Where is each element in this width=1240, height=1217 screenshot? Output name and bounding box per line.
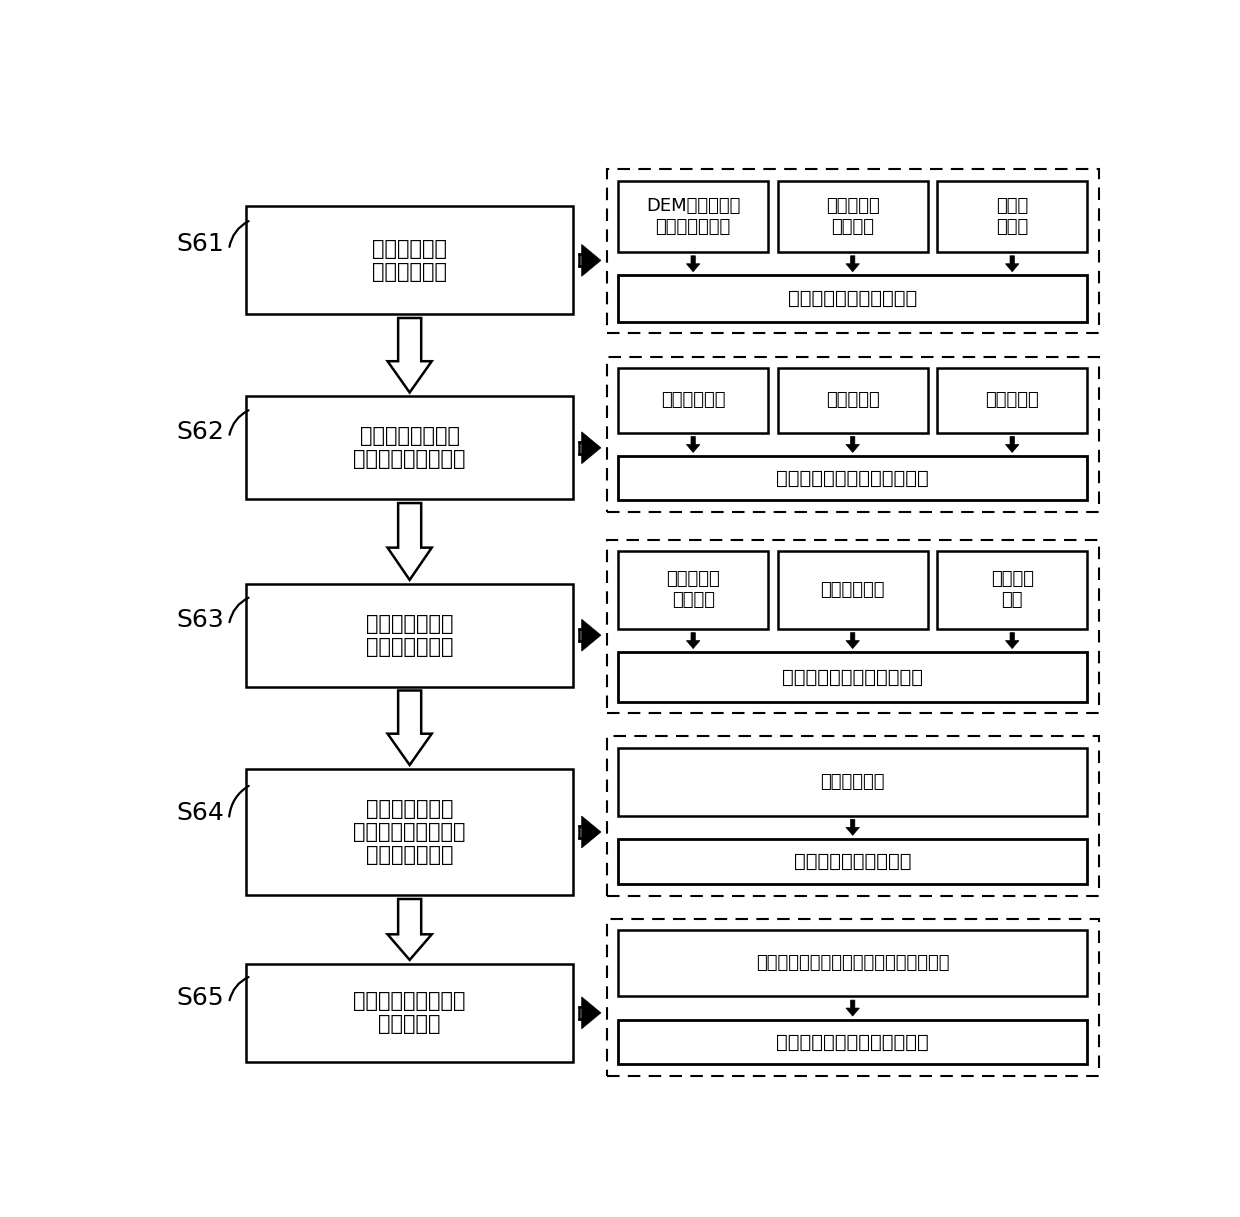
Bar xyxy=(619,747,1087,815)
Bar xyxy=(247,584,573,686)
Bar xyxy=(247,397,573,499)
Polygon shape xyxy=(388,503,432,581)
Bar xyxy=(606,357,1099,511)
Text: 校核闸坝多目标泄流
量和蓄水量: 校核闸坝多目标泄流 量和蓄水量 xyxy=(353,992,466,1034)
FancyArrowPatch shape xyxy=(229,786,249,817)
Polygon shape xyxy=(846,256,859,271)
Polygon shape xyxy=(582,619,601,651)
Bar xyxy=(937,551,1087,629)
Bar xyxy=(619,930,1087,997)
Polygon shape xyxy=(388,899,432,960)
Text: 构建闸坝控制
流域水文模型: 构建闸坝控制 流域水文模型 xyxy=(372,239,448,282)
Polygon shape xyxy=(846,633,859,649)
Bar xyxy=(937,368,1087,433)
Text: 自动优
化算法: 自动优 化算法 xyxy=(996,197,1028,236)
FancyArrowPatch shape xyxy=(229,977,248,1000)
Polygon shape xyxy=(582,432,601,464)
Text: 确定闸坝多种供水
目标和动态供水范围: 确定闸坝多种供水 目标和动态供水范围 xyxy=(353,426,466,470)
Bar xyxy=(606,169,1099,333)
Bar xyxy=(619,551,768,629)
Polygon shape xyxy=(687,633,699,649)
Bar xyxy=(619,180,768,252)
Text: 流域水文模型、模型参数: 流域水文模型、模型参数 xyxy=(789,290,918,308)
Text: S61: S61 xyxy=(176,232,224,257)
FancyArrowPatch shape xyxy=(229,410,248,434)
Text: S65: S65 xyxy=(176,986,223,1010)
Text: S62: S62 xyxy=(176,420,224,444)
Text: 闸坝各目标对应的蓄泄水量: 闸坝各目标对应的蓄泄水量 xyxy=(782,668,924,686)
Text: 防洪调度规则: 防洪调度规则 xyxy=(821,581,885,599)
Polygon shape xyxy=(388,318,432,393)
Bar xyxy=(777,368,928,433)
Bar xyxy=(247,769,573,896)
FancyArrowPatch shape xyxy=(229,221,248,247)
Text: 子流域分布: 子流域分布 xyxy=(986,392,1039,409)
Text: 实测水文、
气象序列: 实测水文、 气象序列 xyxy=(826,197,879,236)
Text: S63: S63 xyxy=(176,607,224,632)
Text: 闸坝调度任务: 闸坝调度任务 xyxy=(661,392,725,409)
Polygon shape xyxy=(687,437,699,453)
FancyArrowPatch shape xyxy=(229,598,248,622)
Bar xyxy=(777,551,928,629)
Polygon shape xyxy=(582,817,601,848)
Text: 闸坝蓄水量: 闸坝蓄水量 xyxy=(826,392,879,409)
Bar xyxy=(606,539,1099,713)
Bar xyxy=(619,368,768,433)
Polygon shape xyxy=(846,437,859,453)
Bar xyxy=(619,839,1087,885)
Bar xyxy=(619,456,1087,500)
Bar xyxy=(619,652,1087,702)
Text: 确定闸坝各目标
对应的蓄泄水量: 确定闸坝各目标 对应的蓄泄水量 xyxy=(366,613,454,657)
Polygon shape xyxy=(846,1000,859,1016)
Text: 闸坝总泄流量和蓄水量: 闸坝总泄流量和蓄水量 xyxy=(794,852,911,871)
Polygon shape xyxy=(1006,633,1019,649)
Text: 闸坝供水目标、动态供水范围: 闸坝供水目标、动态供水范围 xyxy=(776,469,929,488)
Text: 闸坝特征
水位: 闸坝特征 水位 xyxy=(991,571,1034,610)
Bar xyxy=(937,180,1087,252)
Text: 生产、生活
基础数据: 生产、生活 基础数据 xyxy=(666,571,720,610)
Polygon shape xyxy=(582,245,601,276)
Bar xyxy=(619,1020,1087,1065)
Bar xyxy=(606,919,1099,1076)
Bar xyxy=(619,275,1087,323)
Text: 校核后的闸坝泄流量和蓄水量: 校核后的闸坝泄流量和蓄水量 xyxy=(776,1032,929,1051)
Polygon shape xyxy=(388,690,432,765)
Polygon shape xyxy=(687,256,699,271)
Bar xyxy=(247,964,573,1062)
Text: 闸坝特征库容（防洪、兴利、总库容等）: 闸坝特征库容（防洪、兴利、总库容等） xyxy=(756,954,950,972)
Polygon shape xyxy=(582,997,601,1028)
Polygon shape xyxy=(846,819,859,835)
Text: DEM及多期高精
度土地利用数据: DEM及多期高精 度土地利用数据 xyxy=(646,197,740,236)
Text: 确定闸坝多目标
特定调度规则下的总
泄流量和蓄水量: 确定闸坝多目标 特定调度规则下的总 泄流量和蓄水量 xyxy=(353,798,466,865)
Text: 闸坝调度规则: 闸坝调度规则 xyxy=(821,773,885,791)
Polygon shape xyxy=(1006,256,1019,271)
Polygon shape xyxy=(1006,437,1019,453)
Text: S64: S64 xyxy=(176,801,224,825)
Bar xyxy=(606,736,1099,896)
Bar xyxy=(777,180,928,252)
Bar xyxy=(247,207,573,314)
